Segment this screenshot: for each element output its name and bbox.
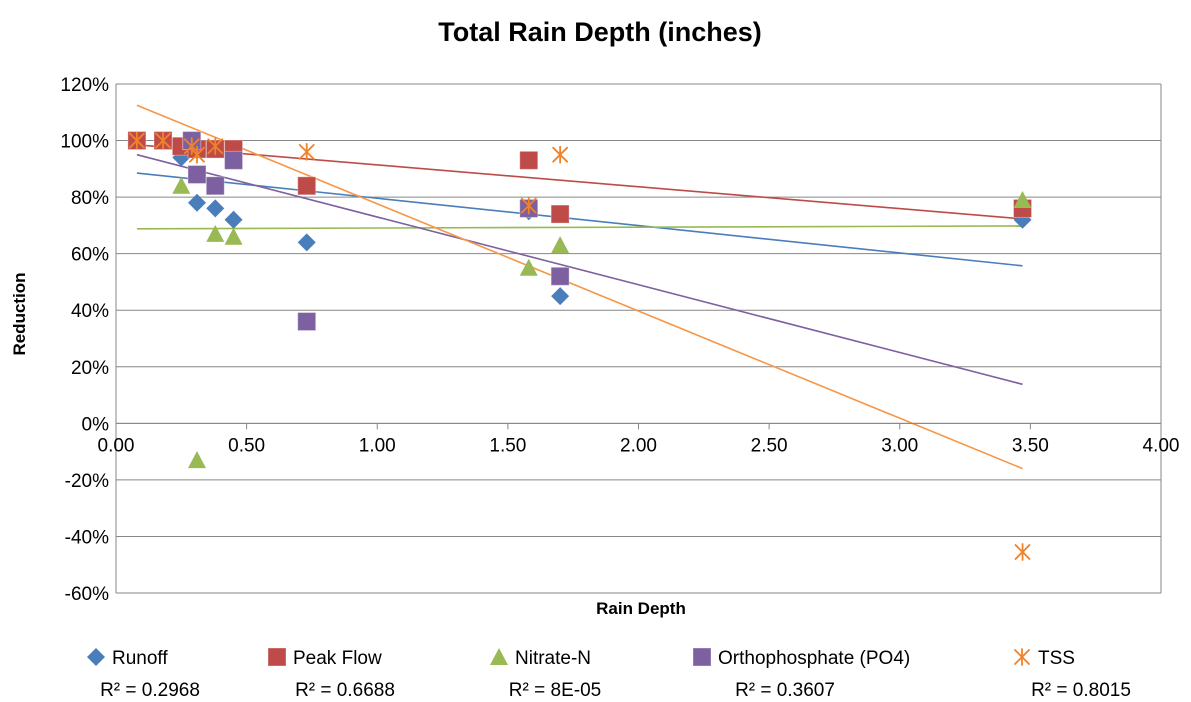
x-tick-label: 0.00 [98,435,135,456]
legend-entry-nitrate-n: Nitrate-N R² = 8E-05 [490,648,601,701]
axes: -60% -40% -20% 0% 20% 40% 60% 80% 100% 120% 0.00 0.… [60,75,1179,605]
point-runoff [187,193,206,212]
point-tss [520,196,537,215]
legend-entry-runoff: Runoff R² = 0.2968 [87,648,200,701]
point-nitrate-n [519,258,538,276]
legend-marker-runoff [87,648,105,666]
legend-entry-peak-flow: Peak Flow R² = 0.6688 [267,647,395,701]
point-tss [128,131,145,150]
point-peak-flow [297,176,317,196]
point-runoff [297,233,316,252]
asterisk-stroke [298,143,315,160]
point-nitrate-n [206,224,225,242]
r-squared-peak-flow: R² = 0.6688 [295,680,395,701]
x-tick-label: 1.00 [359,435,396,456]
point-runoff [224,210,243,229]
y-tick-label: 120% [60,75,109,96]
point-runoff [551,287,570,306]
legend-marker-tss [1014,648,1030,666]
asterisk-stroke [1014,649,1030,665]
asterisk-stroke [1014,544,1031,560]
point-nitrate-n [1013,190,1032,208]
y-tick-label: 40% [71,301,109,322]
x-tick-label: 1.50 [489,435,526,456]
x-tick-label: 3.00 [881,435,918,456]
point-tss [207,137,224,156]
asterisk-stroke [207,138,224,155]
y-tick-label: -60% [65,584,109,605]
point-tss [552,145,569,164]
point-tss [155,131,171,150]
point-orthophosphate-po4 [187,164,207,184]
point-orthophosphate-po4 [224,150,244,170]
y-tick-label: -40% [65,527,109,548]
point-runoff [206,199,225,218]
legend-marker-nitrate-n [490,648,508,665]
legend-label-tss: TSS [1038,648,1075,669]
y-tick-label: 100% [60,132,109,153]
y-axis-title: Reduction [10,272,29,355]
trendline-runoff [136,172,1023,267]
r-squared-runoff: R² = 0.2968 [100,680,200,701]
trendline-peak-flow [136,144,1023,220]
y-tick-label: 80% [71,188,109,209]
point-orthophosphate-po4 [297,312,317,332]
trendline-nitrate-n [136,225,1023,230]
data-points [127,131,1033,561]
y-tick-label: 20% [71,358,109,379]
point-nitrate-n [187,451,206,469]
legend-label-nitrate-n: Nitrate-N [515,648,591,669]
asterisk-stroke [128,132,145,149]
x-tick-label: 4.00 [1143,435,1180,456]
legend: Runoff R² = 0.2968 Peak Flow R² = 0.6688 Nit… [87,647,1131,701]
asterisk-stroke [520,197,537,214]
legend-label-orthophosphate-po4: Orthophosphate (PO4) [718,648,910,669]
asterisk-stroke [189,146,205,163]
point-peak-flow [550,204,570,224]
trendline-tss [136,104,1023,470]
asterisk-stroke [183,138,200,155]
point-peak-flow [519,150,539,170]
point-nitrate-n [224,227,243,245]
y-tick-label: 60% [71,245,109,266]
legend-label-peak-flow: Peak Flow [293,648,382,669]
r-squared-orthophosphate-po4: R² = 0.3607 [735,680,835,701]
x-tick-label: 2.50 [751,435,788,456]
legend-entry-orthophosphate-po4: Orthophosphate (PO4) R² = 0.3607 [692,647,910,701]
legend-entry-tss: TSS R² = 0.8015 [1014,648,1131,701]
legend-marker-peak-flow [267,647,287,667]
point-tss [189,145,205,164]
x-axis-title: Rain Depth [596,599,686,618]
asterisk-stroke [552,146,569,163]
point-nitrate-n [172,176,191,194]
point-tss [1014,543,1031,561]
point-orthophosphate-po4 [205,176,225,196]
trendline-orthophosphate-po4- [136,153,1023,386]
r-squared-nitrate-n: R² = 8E-05 [509,680,601,701]
legend-marker-orthophosphate-po4 [692,647,712,667]
x-tick-label: 2.00 [620,435,657,456]
point-tss [298,142,315,161]
x-tick-label: 3.50 [1012,435,1049,456]
legend-label-runoff: Runoff [112,648,168,669]
point-orthophosphate-po4 [550,266,570,286]
point-nitrate-n [551,236,570,254]
y-tick-label: 0% [82,414,110,435]
x-tick-label: 0.50 [228,435,265,456]
chart-title: Total Rain Depth (inches) [438,17,762,47]
asterisk-stroke [155,132,171,149]
r-squared-tss: R² = 0.8015 [1031,680,1131,701]
trendlines [136,104,1023,470]
y-tick-label: -20% [65,471,109,492]
